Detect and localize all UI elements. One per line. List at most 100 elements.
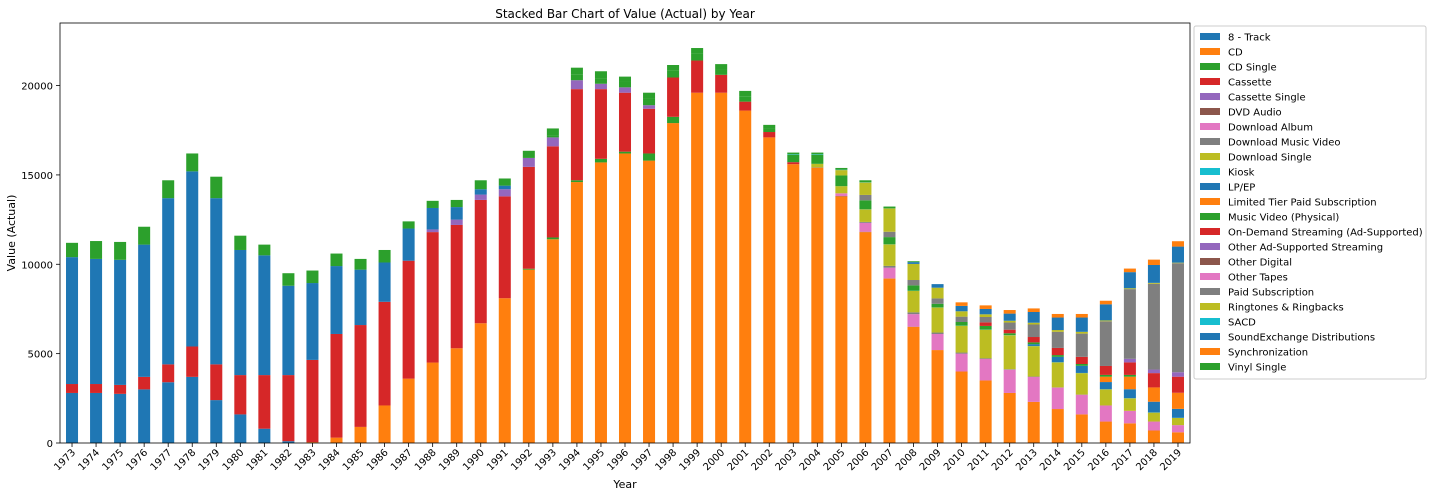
y-tick-label: 5000 <box>28 350 53 361</box>
bar-cd-1986 <box>378 405 391 443</box>
bar-cd-2009 <box>931 350 944 443</box>
bar-cd-2017 <box>1123 423 1136 443</box>
bar-download-music-video-2011 <box>979 358 992 359</box>
bar-limited-tier-paid-subscription-2017 <box>1123 376 1136 390</box>
bar-synchronization-2015 <box>1075 313 1088 318</box>
bar-download-single-2019 <box>1171 417 1184 426</box>
bar-synchronization-2011 <box>979 305 992 309</box>
bar-vinyl-single-1993 <box>546 128 559 136</box>
x-tick-label: 1978 <box>173 447 199 473</box>
bar-cassette-1990 <box>474 199 487 324</box>
bar-cassette-1985 <box>354 325 367 427</box>
bar-soundexchange-distributions-2015 <box>1075 317 1088 332</box>
bar-vinyl-single-1995 <box>594 71 607 79</box>
bar-lp-ep-1987 <box>402 228 415 261</box>
y-tick-label: 0 <box>47 439 53 450</box>
bar-lp-ep-2017 <box>1123 389 1136 399</box>
bar-download-album-2009 <box>931 333 944 351</box>
x-tick-label: 2002 <box>750 447 776 473</box>
bar-ringtones-ringbacks-2009 <box>931 287 944 299</box>
bar-download-single-2009 <box>931 307 944 333</box>
x-tick-label: 1982 <box>269 447 295 473</box>
bar-music-video-physical-2005 <box>835 175 848 187</box>
bar-vinyl-single-1998 <box>667 65 680 71</box>
bar-cassette-1987 <box>402 260 415 379</box>
bar-music-video-physical-1996 <box>618 81 632 88</box>
bar-synchronization-2010 <box>955 302 968 306</box>
bar-vinyl-single-1977 <box>162 180 175 199</box>
bar-soundexchange-distributions-2012 <box>1003 313 1016 321</box>
bar-vinyl-single-1982 <box>282 273 295 286</box>
bar-vinyl-single-1989 <box>450 199 463 208</box>
bar-cassette-1974 <box>90 384 103 393</box>
x-tick-label: 1992 <box>509 447 535 473</box>
bar-vinyl-single-1987 <box>402 221 415 229</box>
bar-cassette-1984 <box>330 333 343 438</box>
bar-lp-ep-1991 <box>498 185 511 190</box>
bar-cassette-1976 <box>138 376 151 390</box>
bar-8-track-1980 <box>234 414 247 443</box>
bar-8-track-1977 <box>162 382 175 443</box>
bar-lp-ep-1983 <box>306 283 319 360</box>
x-tick-label: 1991 <box>485 447 511 473</box>
legend-label-cd: CD <box>1228 48 1243 59</box>
bar-cassette-single-1995 <box>594 83 607 90</box>
bar-music-video-physical-2016 <box>1099 374 1112 377</box>
bar-lp-ep-1990 <box>474 189 487 195</box>
bar-music-video-physical-2010 <box>955 322 968 326</box>
bar-lp-ep-1975 <box>114 259 127 385</box>
bar-on-demand-streaming-ad-supported-2019 <box>1171 376 1184 393</box>
bar-cd-2014 <box>1051 409 1064 443</box>
bar-on-demand-streaming-ad-supported-2018 <box>1147 373 1160 388</box>
bar-music-video-physical-2012 <box>1003 333 1016 336</box>
bar-limited-tier-paid-subscription-2018 <box>1147 387 1160 402</box>
bar-on-demand-streaming-ad-supported-2013 <box>1027 337 1040 343</box>
bar-vinyl-single-1997 <box>643 92 656 99</box>
bar-download-single-2011 <box>979 329 992 359</box>
bar-cd-1998 <box>667 123 680 443</box>
bar-vinyl-single-1994 <box>570 67 583 75</box>
bar-music-video-physical-1999 <box>691 53 704 61</box>
bar-ringtones-ringbacks-2005 <box>835 170 848 176</box>
x-tick-label: 2012 <box>990 447 1016 473</box>
bar-cd-1993 <box>546 239 559 443</box>
bar-cassette-1973 <box>66 384 79 393</box>
legend-label-kiosk: Kiosk <box>1228 168 1255 179</box>
bar-synchronization-2018 <box>1147 259 1160 265</box>
x-tick-label: 2015 <box>1062 447 1088 473</box>
bar-music-video-physical-1993 <box>546 135 559 138</box>
bar-cassette-single-1993 <box>546 137 559 147</box>
bar-cassette-single-1992 <box>522 157 535 167</box>
bar-ringtones-ringbacks-2017 <box>1123 288 1136 290</box>
x-tick-label: 2005 <box>822 447 848 473</box>
bar-music-video-physical-2000 <box>715 69 728 75</box>
x-tick-label: 1983 <box>293 447 319 473</box>
bar-cassette-1980 <box>234 375 247 415</box>
x-tick-label: 1979 <box>197 447 223 473</box>
bar-cd-single-1994 <box>570 180 583 183</box>
x-tick-label: 1984 <box>317 447 343 473</box>
bar-on-demand-streaming-ad-supported-2015 <box>1075 356 1088 365</box>
bar-lp-ep-1984 <box>330 266 343 334</box>
bar-vinyl-single-1984 <box>330 253 343 267</box>
bar-music-video-physical-1995 <box>594 78 607 84</box>
bar-download-album-2014 <box>1051 387 1064 410</box>
bar-music-video-physical-2011 <box>979 325 992 330</box>
legend-swatch-lp-ep <box>1200 183 1220 190</box>
bar-vinyl-single-2008 <box>907 261 920 263</box>
bar-vinyl-single-1980 <box>234 235 247 250</box>
bar-cassette-1991 <box>498 196 511 299</box>
bar-soundexchange-distributions-2019 <box>1171 246 1184 263</box>
bar-download-single-2016 <box>1099 389 1112 406</box>
bar-paid-subscription-2014 <box>1051 331 1064 348</box>
bar-vinyl-single-1983 <box>306 270 319 284</box>
x-tick-label: 1987 <box>389 447 415 473</box>
bar-download-album-2017 <box>1123 410 1136 424</box>
x-tick-label: 2016 <box>1086 447 1112 473</box>
x-tick-label: 2006 <box>846 447 872 473</box>
bar-cd-2011 <box>979 380 992 443</box>
bar-on-demand-streaming-ad-supported-2012 <box>1003 329 1016 334</box>
x-tick-label: 2014 <box>1038 447 1064 473</box>
bar-synchronization-2017 <box>1123 268 1136 273</box>
bar-lp-ep-1976 <box>138 244 151 377</box>
